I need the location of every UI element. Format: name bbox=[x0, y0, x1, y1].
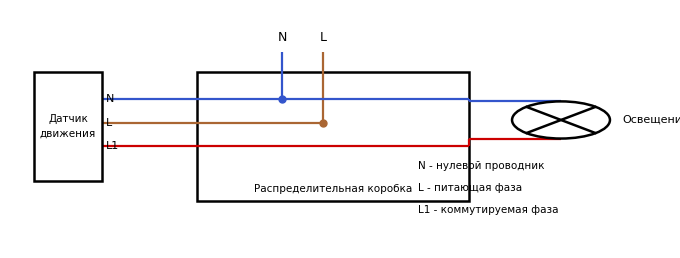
Text: N: N bbox=[277, 31, 287, 44]
Text: N: N bbox=[105, 94, 114, 104]
Text: L: L bbox=[320, 31, 326, 44]
Text: L: L bbox=[105, 118, 112, 127]
Text: Распределительная коробка: Распределительная коробка bbox=[254, 183, 412, 194]
Bar bbox=[34, 72, 102, 181]
Text: L - питающая фаза: L - питающая фаза bbox=[418, 183, 522, 193]
Text: L1: L1 bbox=[105, 141, 118, 151]
Text: Освещение: Освещение bbox=[622, 115, 680, 125]
Text: L1 - коммутируемая фаза: L1 - коммутируемая фаза bbox=[418, 205, 559, 215]
Circle shape bbox=[512, 101, 610, 139]
Bar bbox=[197, 72, 469, 201]
Text: Датчик
движения: Датчик движения bbox=[40, 114, 96, 139]
Text: N - нулевой проводник: N - нулевой проводник bbox=[418, 161, 545, 171]
